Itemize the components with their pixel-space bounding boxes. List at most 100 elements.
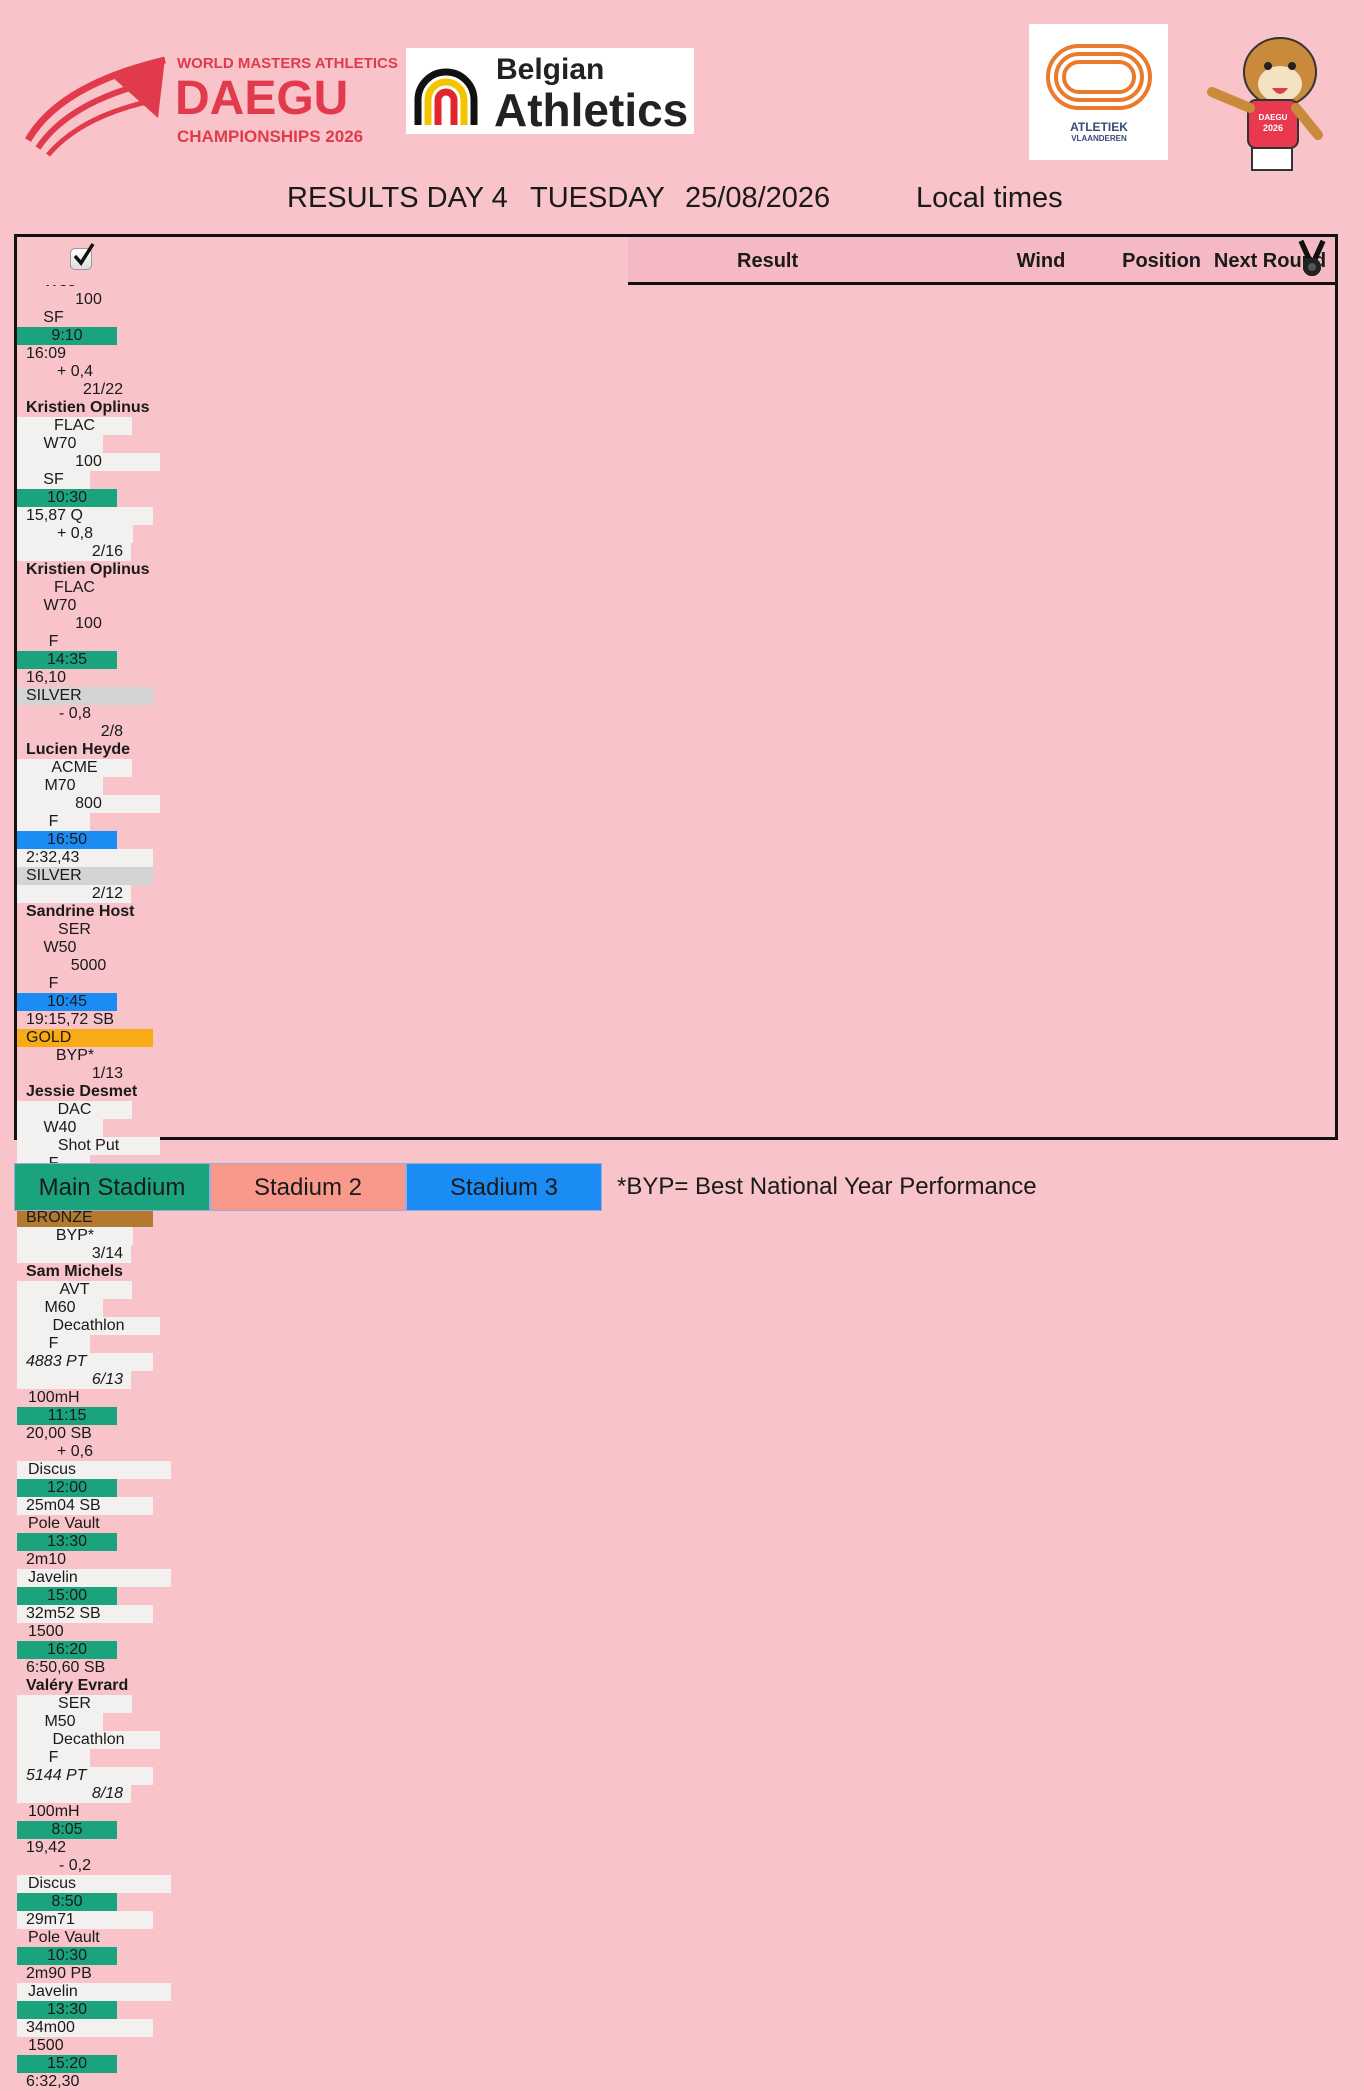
results-day: RESULTS DAY 4 [287,182,508,214]
category-text: W70 [43,597,77,614]
medal-text: GOLD [26,1029,72,1046]
time-text: 16:50 [46,831,88,848]
time-text: 10:30 [46,489,88,506]
event-cell: Pole Vault [17,1929,171,1947]
time-cell: 10:30 [17,489,117,507]
club-cell: FLAC [17,417,132,435]
athlete-cell: Kristien Oplinus [17,399,220,417]
category-cell: W70 [17,435,103,453]
wind-text: - 0,2 [58,1857,91,1874]
time-text: 14:35 [46,651,88,668]
category-cell: W70 [17,597,103,615]
round-text: F [48,975,59,992]
athlete-cell: Sandrine Host [17,903,220,921]
round-text: F [48,813,59,830]
time-cell: 14:35 [17,651,117,669]
weekday: TUESDAY [530,182,665,214]
result-cell: 6:50,60 SB [17,1659,153,1677]
medal-cell: SILVER [17,239,1326,885]
medal-text: BRONZE [26,1209,93,1226]
round-text: F [48,1335,59,1352]
medal-cell: BRONZE [17,239,1326,1227]
wind-cell: + 0,8 [17,525,133,543]
result-text: 2m90 PB [26,1965,92,1982]
round-cell: F [17,1749,90,1767]
event-cell: Pole Vault [17,1515,171,1533]
time-text: 8:50 [51,1893,83,1910]
category-cell: M50 [17,1713,103,1731]
checkbox [70,243,95,270]
result-text: 16,10 [26,669,67,686]
time-text: 13:30 [46,1533,88,1550]
category-cell: W50 [17,939,103,957]
time-cell: 8:05 [17,1821,117,1839]
round-text: SF [43,471,64,488]
result-text: 29m71 [26,1911,75,1928]
result-text: 15,87 Q [26,507,83,524]
club-cell: SER [17,1695,132,1713]
event-text: 100mH [28,1803,80,1820]
event-text: Javelin [28,1983,78,2000]
category-cell: W40 [17,1119,103,1137]
event-cell: Discus [17,1461,171,1479]
event-cell: 1500 [17,2037,171,2055]
wind-text: + 0,6 [56,1443,94,1460]
athlete-cell: Jessie Desmet [17,1083,220,1101]
vlaanderen-logo: ATLETIEK VLAANDEREN [1029,24,1168,160]
club-cell: SER [17,921,132,939]
result-header: Result [737,250,799,272]
result-text: 32m52 SB [26,1605,101,1622]
category-text: M70 [44,777,76,794]
results-table: Result Wind Position Next Round Nathalie… [14,234,1338,2091]
event-text: 800 [75,795,102,812]
legend-item: Stadium 3 [406,1163,602,1211]
result-cell: 34m00 [17,2019,153,2037]
position-text: 3/14 [91,1245,123,1262]
round-cell: SF [17,309,90,327]
club-cell: AVT [17,1281,132,1299]
result-cell: 2m10 [17,1551,153,1569]
result-text: 19:15,72 SB [26,1011,115,1028]
round-cell: SF [17,471,90,489]
result-text: 6:50,60 SB [26,1659,106,1676]
event-text: 100 [75,291,102,308]
position-cell: 8/18 [17,1785,131,1803]
event-cell: Discus [17,1875,171,1893]
position-cell: 6/13 [17,1371,131,1389]
page: WORLD MASTERS ATHLETICS DAEGU CHAMPIONSH… [14,24,1338,2091]
athlete-cell: Kristien Oplinus [17,561,220,579]
wind-cell: + 0,6 [17,1443,133,1461]
time-text: 8:05 [51,1821,83,1838]
event-cell: 100 [17,453,160,471]
result-text: 2:32,43 [26,849,80,866]
position-header: Position [1122,250,1201,272]
athlete-cell: Lucien Heyde [17,741,220,759]
club-text: ACME [51,759,98,776]
header-logos: WORLD MASTERS ATHLETICS DAEGU CHAMPIONSH… [24,24,1323,171]
position-text: 2/8 [100,723,123,740]
wind-text: BYP* [55,1047,95,1064]
event-cell: 100mH [17,1803,171,1821]
time-cell: 15:20 [17,2055,117,2073]
daegu-name: DAEGU [175,72,348,125]
event-cell: 1500 [17,1623,171,1641]
event-cell: 5000 [17,957,160,975]
athlete-cell: Valéry Evrard [17,1677,220,1695]
event-text: Javelin [28,1569,78,1586]
result-text: 16:09 [26,345,67,362]
daegu-top: WORLD MASTERS ATHLETICS [177,55,398,72]
result-text: 20,00 SB [26,1425,92,1442]
athlete-text: Sandrine Host [26,903,135,920]
round-cell: F [17,1335,90,1353]
medal-icon [1298,239,1326,276]
time-text: 16:20 [46,1641,88,1658]
time-cell: 8:50 [17,1893,117,1911]
event-text: 5000 [70,957,107,974]
mascot-shirt-bottom: 2026 [1263,123,1283,133]
wind-text: + 0,8 [56,525,94,542]
club-text: FLAC [54,417,95,434]
legend-item: Main Stadium [14,1163,210,1211]
time-cell: 10:45 [17,993,117,1011]
position-cell: 2/8 [17,723,131,741]
club-text: DAC [57,1101,92,1118]
